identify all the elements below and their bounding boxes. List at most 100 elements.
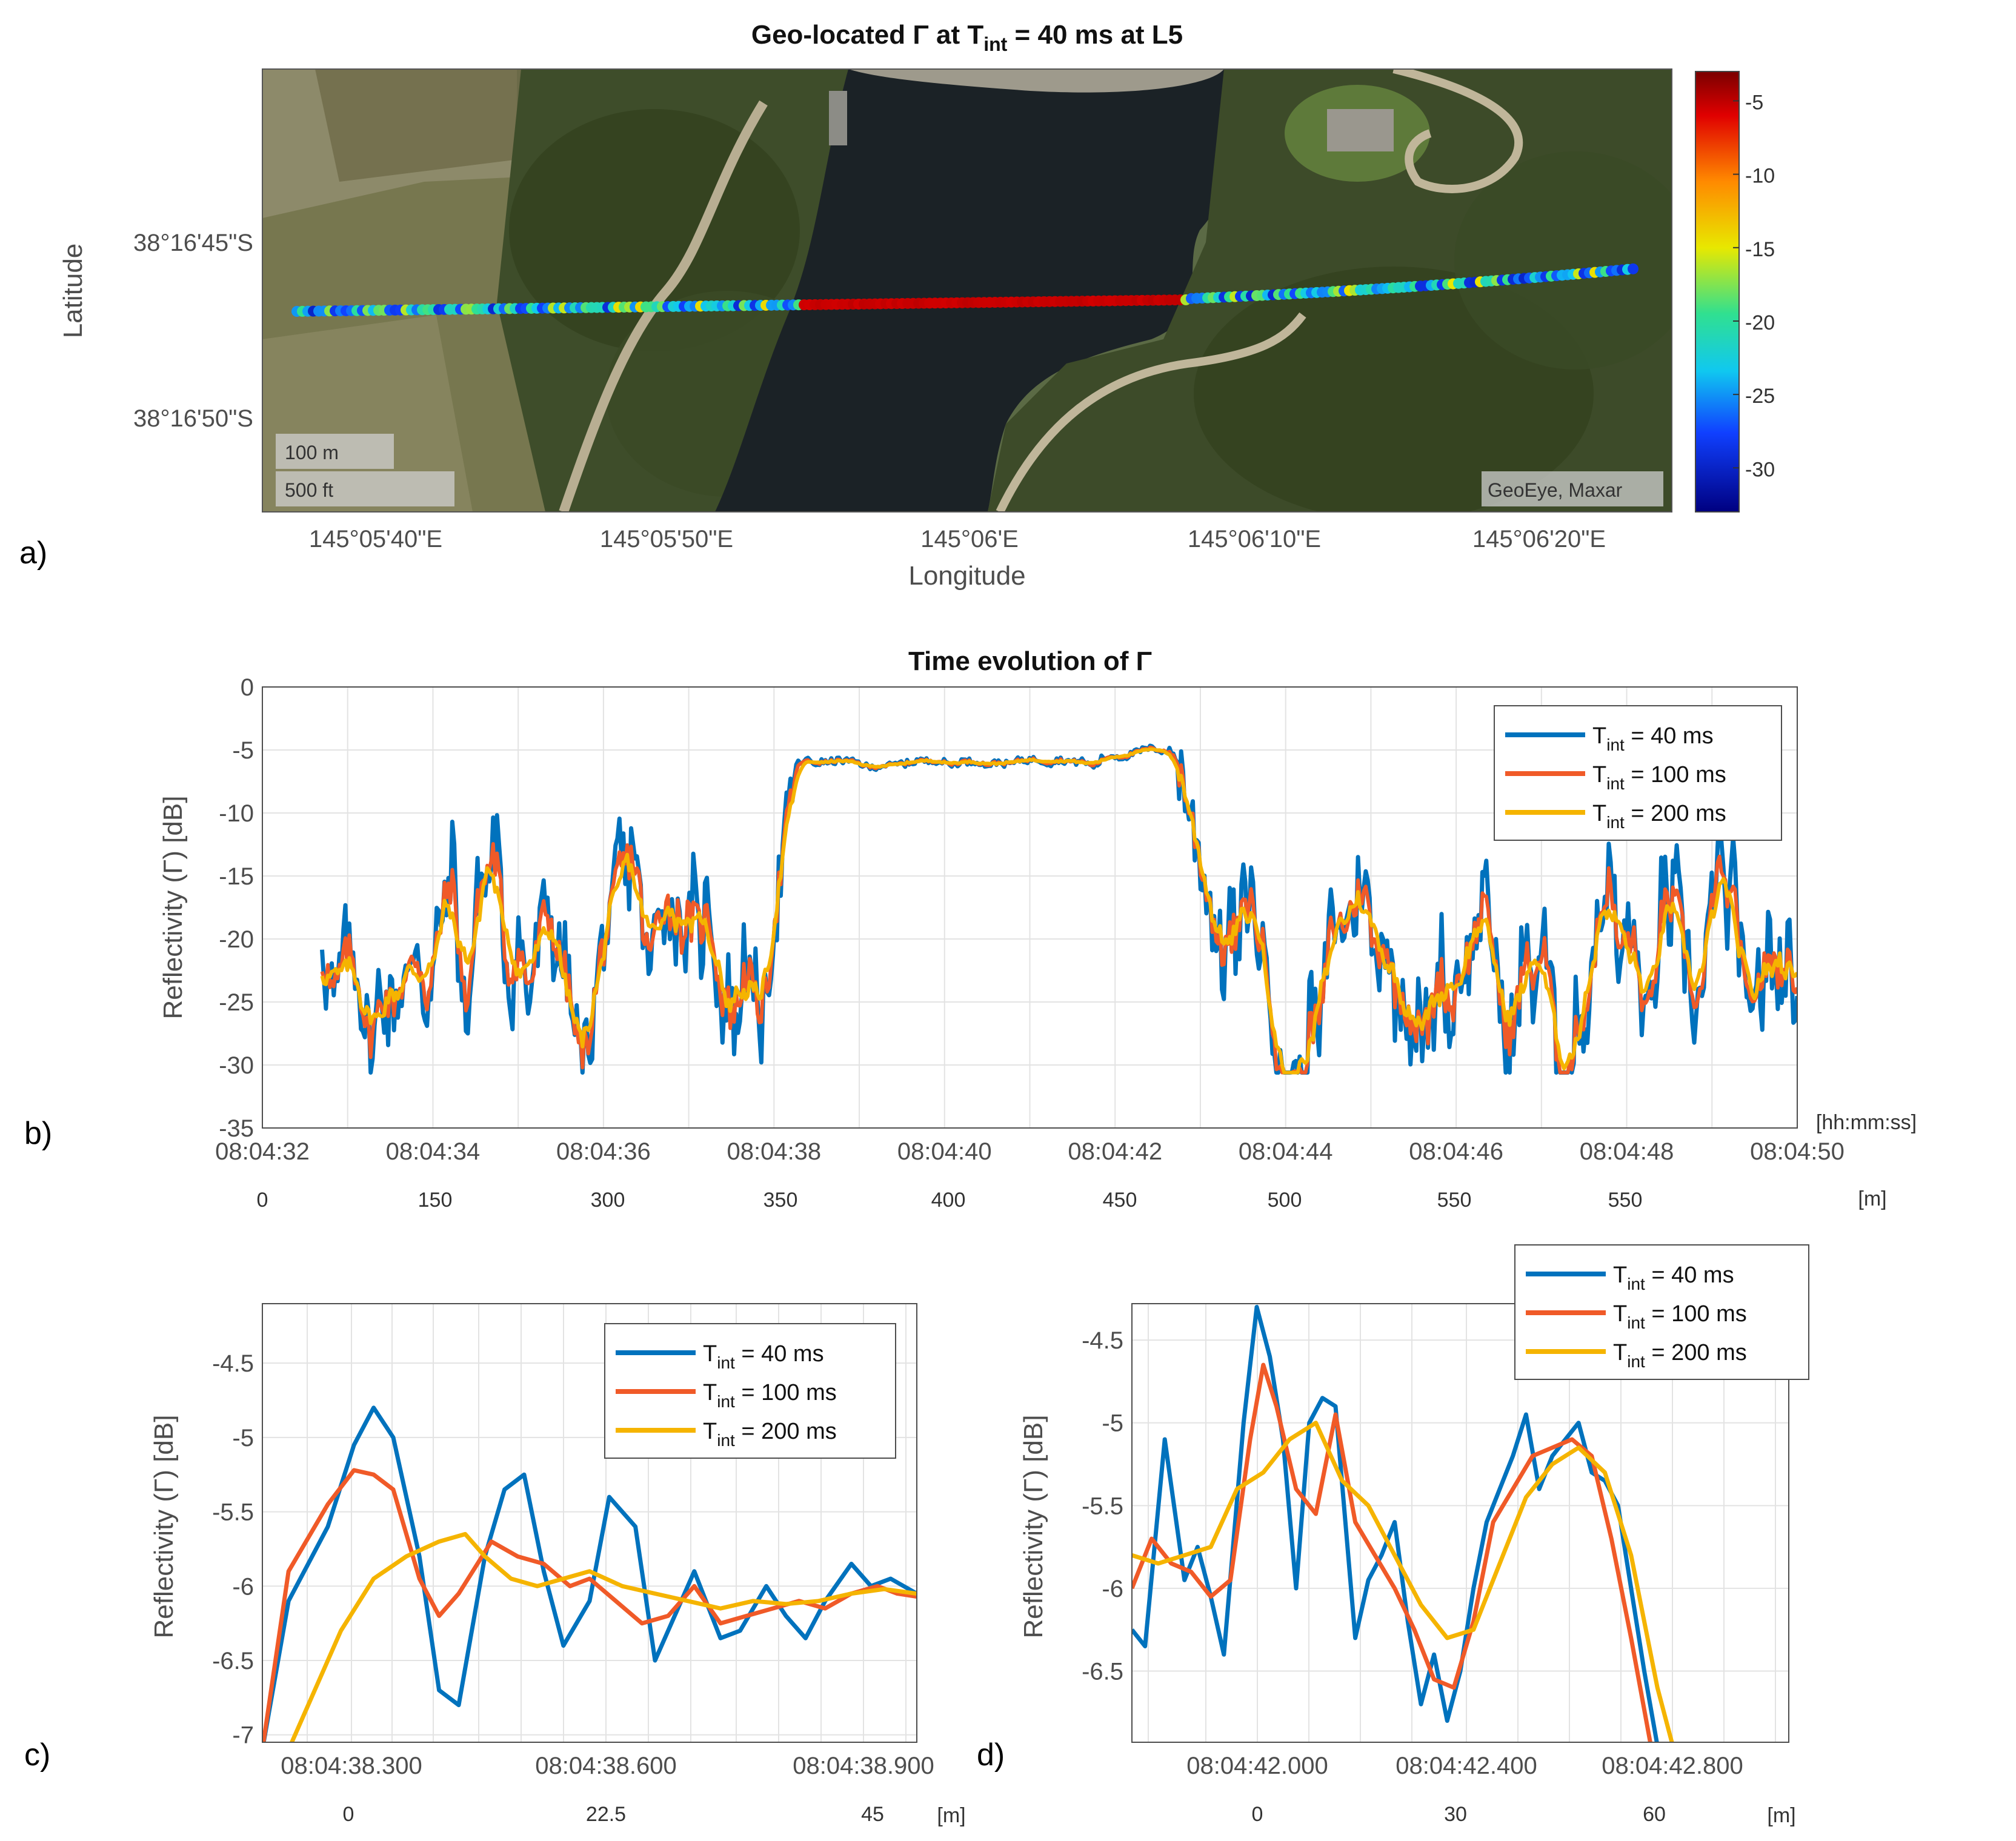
x2-tick-label: 550: [1437, 1189, 1472, 1212]
legend-label: Tint = 200 ms: [703, 1419, 837, 1450]
panel-letter-a: a): [19, 536, 47, 571]
colorbar-tick-label: -30: [1745, 458, 1775, 481]
x2-tick-label: 350: [763, 1189, 798, 1212]
x2-tick-label: 150: [418, 1189, 453, 1212]
x2-tick-label: 550: [1608, 1189, 1643, 1212]
x2-tick-label: 0: [343, 1803, 354, 1826]
colorbar: [1695, 71, 1740, 512]
y-tick-label: -35: [219, 1115, 254, 1142]
x2-tick-label: 0: [257, 1189, 268, 1212]
x-tick-label: 08:04:38.300: [281, 1753, 422, 1779]
legend-label: Tint = 40 ms: [1613, 1262, 1734, 1293]
x-tick-label: 08:04:32: [215, 1138, 310, 1165]
colorbar-tick-label: -25: [1745, 385, 1775, 408]
y-tick-label: -5: [232, 737, 254, 764]
y-tick-label: -6.5: [1082, 1659, 1123, 1685]
scale-bar-metric: [276, 434, 394, 469]
series-line: [320, 747, 1797, 1075]
track-point: [1628, 263, 1638, 274]
chart-d-frame: [1131, 1303, 1789, 1743]
series-line: [1132, 1305, 1659, 1742]
map-x-tick: 145°05'40"E: [309, 526, 442, 552]
chart-b-y-label: Reflectivity (Γ) [dB]: [158, 796, 188, 1020]
legend-label: Tint = 100 ms: [1613, 1301, 1747, 1332]
panel-letter-b: b): [24, 1116, 52, 1151]
map-y-tick: 38°16'45"S: [133, 230, 253, 256]
chart-c-frame: [262, 1303, 917, 1743]
x2-tick-label: 300: [591, 1189, 625, 1212]
y-tick-label: -6.5: [212, 1648, 254, 1674]
colorbar-tick-label: -5: [1745, 91, 1763, 114]
y-tick-label: -5.5: [1082, 1493, 1123, 1519]
y-tick-label: -6: [1102, 1576, 1123, 1602]
y-tick-label: -4.5: [1082, 1327, 1123, 1354]
legend-label: Tint = 40 ms: [703, 1341, 824, 1372]
series-line: [1132, 1362, 1652, 1742]
chart-b-x2-unit: [m]: [1858, 1187, 1886, 1210]
series-line: [1132, 1421, 1674, 1742]
x2-tick-label: 60: [1643, 1803, 1666, 1826]
y-tick-label: -25: [219, 989, 254, 1016]
scale-bar-imperial: [276, 471, 454, 506]
panel-b-chart: Time evolution of Γ 0 -5 -10 -15 -20 -25 -30 -3…: [158, 646, 1917, 1212]
y-tick-label: -5: [1102, 1410, 1123, 1437]
series-line: [262, 1468, 917, 1742]
x-tick-label: 08:04:42: [1068, 1138, 1162, 1165]
map-x-tick: 145°05'50"E: [600, 526, 733, 552]
x2-tick-label: 400: [931, 1189, 966, 1212]
map-x-label: Longitude: [908, 561, 1025, 591]
y-tick-label: -5: [232, 1425, 254, 1451]
colorbar-tick-label: -10: [1745, 165, 1775, 188]
panel-a-map: Geo-located Γ at Tint = 40 ms at L5: [58, 20, 1775, 591]
x-tick-label: 08:04:50: [1750, 1138, 1845, 1165]
x-tick-label: 08:04:46: [1409, 1138, 1503, 1165]
y-tick-label: -20: [219, 926, 254, 953]
reflectivity-track: [291, 263, 1638, 317]
map-x-tick: 145°06'E: [920, 526, 1019, 552]
x-tick-label: 08:04:42.800: [1602, 1753, 1743, 1779]
chart-b-frame: [262, 686, 1798, 1129]
x2-tick-label: 22.5: [586, 1803, 626, 1826]
attribution-box: [1482, 471, 1663, 506]
map-x-tick: 145°06'20"E: [1472, 526, 1606, 552]
panel-c-chart: -4.5 -5 -5.5 -6 -6.5 -7 08:04:38.300 08:04:38.6…: [149, 1303, 966, 1827]
chart-c-y-label: Reflectivity (Γ) [dB]: [149, 1415, 179, 1639]
y-tick-label: 0: [241, 674, 254, 701]
colorbar-tick-label: -15: [1745, 238, 1775, 261]
satellite-image: [262, 69, 1672, 512]
x-tick-label: 08:04:38: [727, 1138, 821, 1165]
x2-tick-label: 0: [1252, 1803, 1263, 1826]
series-line: [289, 1531, 917, 1742]
x-tick-label: 08:04:42.000: [1186, 1753, 1328, 1779]
panel-letter-c: c): [24, 1737, 50, 1773]
map-attribution: GeoEye, Maxar: [1488, 479, 1623, 501]
y-tick-label: -4.5: [212, 1350, 254, 1377]
x-tick-label: 08:04:38.900: [793, 1753, 934, 1779]
series-line: [262, 1405, 917, 1742]
chart-c-x2-unit: [m]: [937, 1804, 965, 1827]
y-tick-label: -30: [219, 1052, 254, 1079]
x2-tick-label: 30: [1444, 1803, 1467, 1826]
y-tick-label: -10: [219, 800, 254, 827]
chart-b-x-unit: [hh:mm:ss]: [1816, 1111, 1917, 1134]
map-x-tick: 145°06'10"E: [1188, 526, 1321, 552]
chart-b-title: Time evolution of Γ: [908, 646, 1152, 676]
x-tick-label: 08:04:34: [386, 1138, 481, 1165]
x-tick-label: 08:04:38.600: [535, 1753, 677, 1779]
legend-label: Tint = 40 ms: [1592, 723, 1714, 754]
colorbar-ticks: -5 -10 -15 -20 -25 -30: [1733, 91, 1775, 481]
x-tick-label: 08:04:36: [556, 1138, 651, 1165]
chart-d-y-label: Reflectivity (Γ) [dB]: [1019, 1415, 1048, 1639]
y-tick-label: -6: [232, 1573, 254, 1600]
legend-label: Tint = 100 ms: [1592, 762, 1726, 793]
legend-label: Tint = 100 ms: [703, 1380, 837, 1411]
scale-bar-metric-label: 100 m: [285, 442, 339, 463]
x2-tick-label: 500: [1268, 1189, 1302, 1212]
x2-tick-label: 450: [1103, 1189, 1137, 1212]
map-title: Geo-located Γ at Tint = 40 ms at L5: [751, 20, 1183, 55]
map-frame: [262, 68, 1672, 512]
y-tick-label: -5.5: [212, 1499, 254, 1526]
x-tick-label: 08:04:40: [897, 1138, 992, 1165]
legend-label: Tint = 200 ms: [1613, 1340, 1747, 1371]
map-y-tick: 38°16'50"S: [133, 405, 253, 432]
